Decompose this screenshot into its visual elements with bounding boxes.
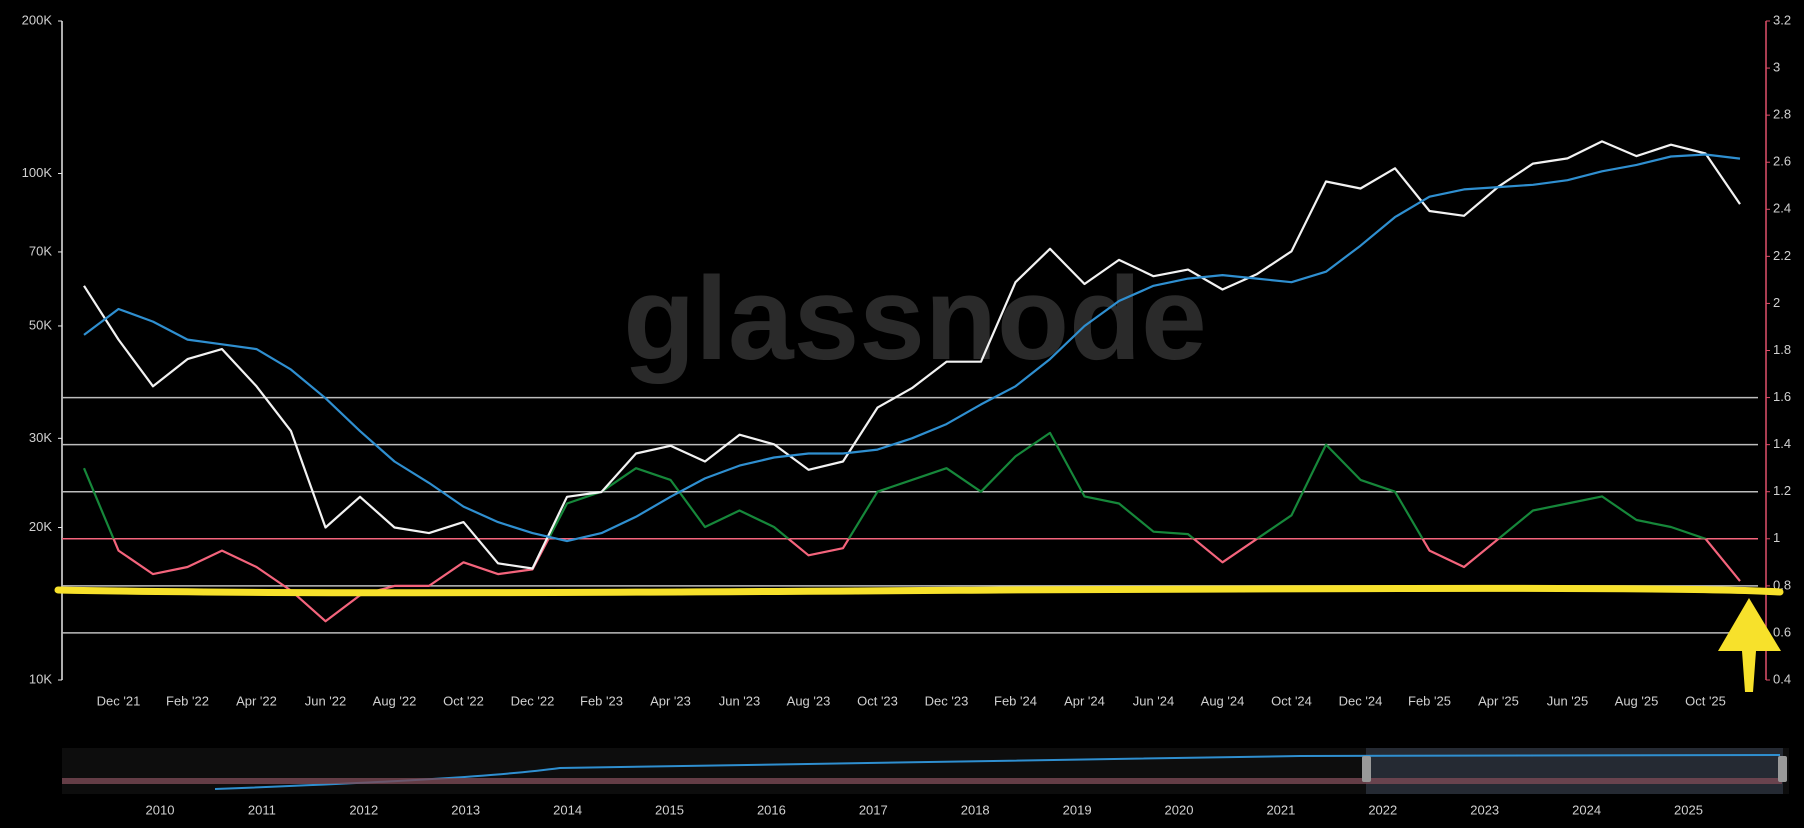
watermark: glassnode [623,253,1207,385]
x-tick-label: Dec '23 [925,693,969,708]
navigator-year: 2017 [859,802,888,817]
x-tick-label: Oct '24 [1271,693,1312,708]
navigator-year: 2018 [961,802,990,817]
x-tick-label: Jun '25 [1547,693,1589,708]
navigator-year: 2024 [1572,802,1601,817]
series-line [83,153,1741,543]
x-tick-label: Feb '25 [1408,693,1451,708]
navigator-year: 2020 [1165,802,1194,817]
navigator-handle[interactable] [1362,756,1371,782]
navigator-year: 2011 [248,802,276,817]
annotation [54,584,1784,692]
navigator-year: 2010 [146,802,175,817]
x-tick-label: Dec '21 [97,693,141,708]
y-tick-label: 30K [29,430,52,445]
navigator-year: 2014 [553,802,582,817]
x-tick-label: Apr '23 [650,693,691,708]
x-tick-label: Dec '24 [1339,693,1383,708]
x-tick-label: Feb '24 [994,693,1037,708]
navigator-year: 2013 [451,802,480,817]
y-tick-label: 50K [29,317,52,332]
y2-tick-label: 1.4 [1773,436,1791,451]
highlight-line [54,584,1784,597]
x-tick-label: Oct '23 [857,693,898,708]
x-tick-label: Dec '22 [511,693,555,708]
y2-tick-label: 1.6 [1773,389,1791,404]
navigator-year: 2022 [1368,802,1397,817]
navigator-year: 2016 [757,802,786,817]
x-tick-label: Oct '22 [443,693,484,708]
y-tick-label: 20K [29,519,52,534]
navigator-year: 2021 [1266,802,1295,817]
navigator-year: 2015 [655,802,684,817]
y2-tick-label: 1 [1773,530,1780,545]
y2-tick-label: 0.6 [1773,624,1791,639]
navigator: 2010 2011 2012 2013 2014 2015 2016 2017 2018 2019… [62,748,1789,817]
navigator-band [62,778,1782,784]
navigator-year: 2019 [1063,802,1092,817]
series-line [83,140,1741,570]
x-tick-label: Jun '23 [719,693,761,708]
x-tick-label: Aug '25 [1615,693,1659,708]
x-tick-label: Aug '24 [1201,693,1245,708]
x-tick-label: Apr '22 [236,693,277,708]
y2-tick-label: 2.2 [1773,248,1791,263]
arrow [1718,598,1781,692]
navigator-handle[interactable] [1778,756,1787,782]
x-tick-label: Apr '24 [1064,693,1105,708]
y2-tick-label: 3.2 [1773,12,1791,27]
y2-tick-label: 1.2 [1773,483,1791,498]
x-tick-label: Jun '24 [1133,693,1175,708]
x-tick-label: Feb '23 [580,693,623,708]
y2-tick-label: 2.6 [1773,154,1791,169]
y2-tick-label: 3 [1773,60,1780,75]
x-tick-label: Oct '25 [1685,693,1726,708]
x-tick-label: Jun '22 [305,693,347,708]
x-tick-label: Aug '22 [373,693,417,708]
y2-tick-label: 2.8 [1773,107,1791,122]
y2-tick-label: 0.4 [1773,671,1791,686]
y-tick-label: 10K [29,671,52,686]
ratio-line-above [82,431,1707,539]
y-tick-label: 70K [29,243,52,258]
navigator-year: 2012 [349,802,378,817]
navigator-year: 2023 [1470,802,1499,817]
y2-tick-label: 2 [1773,295,1780,310]
y-tick-label: 100K [22,165,53,180]
x-tick-label: Feb '22 [166,693,209,708]
y2-tick-label: 2.4 [1773,201,1791,216]
navigator-year: 2025 [1674,802,1703,817]
y-tick-label: 200K [22,12,53,27]
x-tick-label: Apr '25 [1478,693,1519,708]
y2-tick-label: 1.8 [1773,342,1791,357]
x-tick-label: Aug '23 [787,693,831,708]
